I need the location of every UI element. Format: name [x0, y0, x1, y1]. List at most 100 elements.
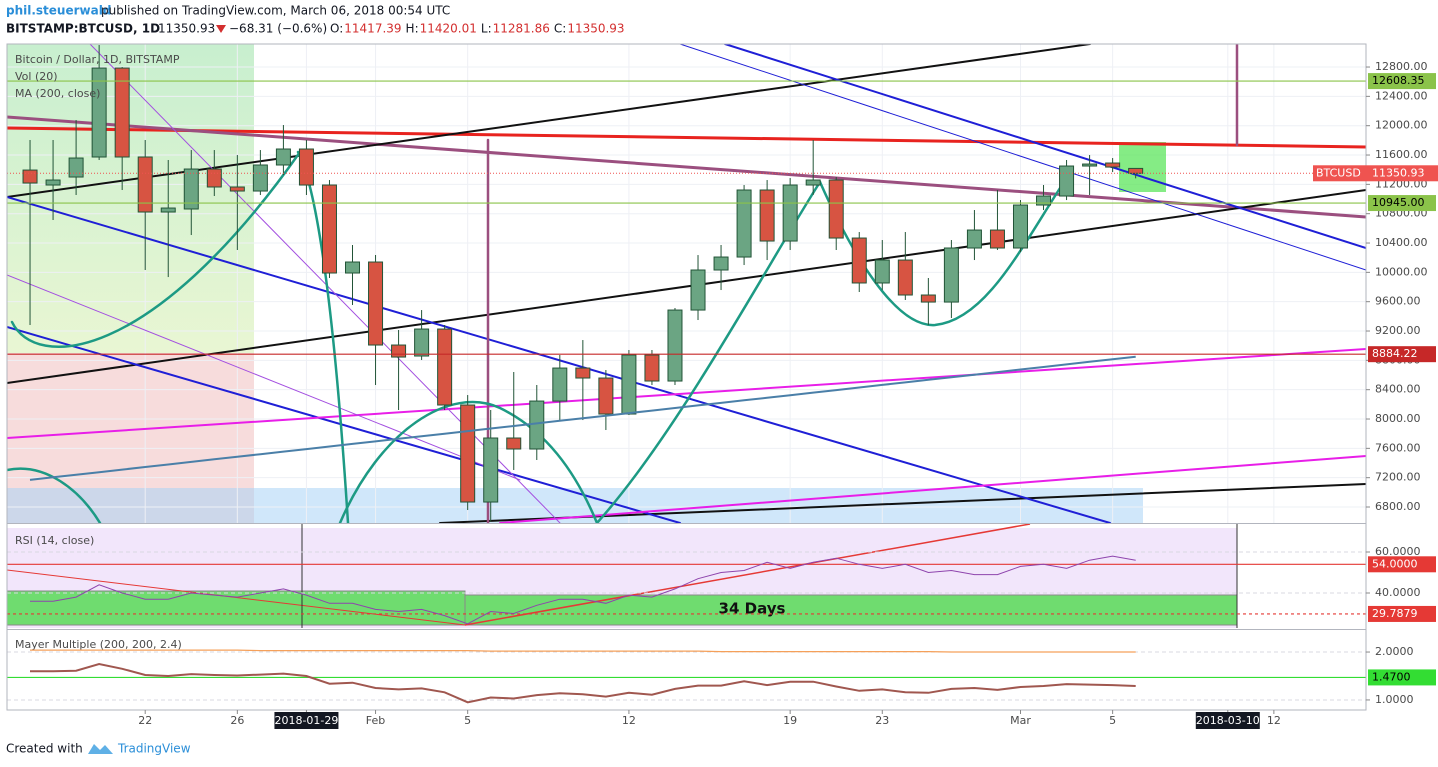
trend-line	[7, 326, 681, 523]
x-tick-label: 22	[138, 714, 152, 727]
candle-body	[114, 67, 130, 158]
x-tick-label: Feb	[366, 714, 385, 727]
ohlc-value: 11420.01	[420, 22, 477, 36]
drawings	[7, 44, 1366, 523]
candle-body	[874, 259, 890, 284]
candle-body	[368, 261, 384, 346]
logo	[88, 744, 113, 754]
y-tick-label: 40.0000	[1375, 586, 1421, 599]
ohlc-value: 11417.39	[344, 22, 401, 36]
last-price: 11350.93	[158, 22, 215, 36]
last-label-bg	[1313, 165, 1438, 182]
y-tick-label: 6800.00	[1375, 500, 1421, 513]
trend-line	[7, 274, 521, 481]
candle-body	[45, 179, 61, 186]
candle-body	[275, 148, 291, 166]
arc	[595, 180, 822, 523]
x-tick-label: 5	[1109, 714, 1116, 727]
level-label-bg	[1368, 669, 1436, 686]
candle-body	[506, 437, 522, 450]
candle-body	[851, 237, 867, 284]
level-label-bg	[1368, 605, 1436, 622]
author[interactable]: phil.steuerwald	[6, 4, 111, 18]
candle-body	[575, 367, 591, 379]
candle-body	[137, 156, 153, 213]
level-label-bg	[1368, 195, 1436, 212]
candle-body	[229, 186, 245, 192]
change: −68.31 (−0.6%)	[229, 22, 327, 36]
rsi-drawings	[7, 524, 1238, 628]
level-label-bg	[1368, 346, 1436, 363]
level-label: 1.4700	[1372, 670, 1411, 683]
candle-body	[966, 229, 982, 249]
trend-line	[7, 115, 1366, 219]
candle-body	[1128, 167, 1144, 174]
footer-brand[interactable]: TradingView	[117, 742, 191, 756]
candle-body	[943, 247, 959, 303]
footer-text: Created with	[6, 742, 83, 756]
trend-line	[464, 524, 1031, 626]
legend-title: Bitcoin / Dollar, 1D, BITSTAMP	[15, 53, 180, 66]
mayer-title: Mayer Multiple (200, 200, 2.4)	[15, 638, 182, 651]
arc	[338, 400, 599, 523]
candle-body	[690, 269, 706, 311]
level-label-bg	[1368, 556, 1436, 573]
y-tick-label: 12400.00	[1375, 89, 1428, 102]
x-tick-label: 2018-01-29	[274, 714, 338, 727]
candle-body	[183, 168, 199, 210]
x-tick-label: 12	[1267, 714, 1281, 727]
candle-body	[483, 437, 499, 503]
y-tick-label: 10400.00	[1375, 236, 1428, 249]
trend-line	[499, 455, 1366, 523]
candle-body	[1059, 165, 1075, 197]
y-tick-label: 10000.00	[1375, 265, 1428, 278]
candle-body	[345, 261, 361, 274]
level-label: 54.0000	[1372, 557, 1418, 570]
legend-vol: Vol (20)	[15, 70, 58, 83]
candle-body	[552, 367, 568, 402]
indicator-line	[30, 555, 1136, 625]
trend-line	[7, 569, 466, 626]
pane-marks	[7, 551, 1366, 704]
candle-body	[782, 184, 798, 242]
x-tick-label: 2018-03-10	[1196, 714, 1260, 727]
candle-body	[460, 404, 476, 503]
candle-body	[828, 179, 844, 239]
trend-line	[7, 189, 1366, 384]
candle-body	[598, 377, 614, 415]
candle-body	[160, 207, 176, 213]
y-tick-label: 8000.00	[1375, 412, 1421, 425]
candle-body	[644, 354, 660, 382]
last-value: 11350.93	[1372, 166, 1425, 179]
candle-body	[1012, 204, 1028, 249]
ma-line	[29, 355, 1136, 481]
trend-line	[7, 126, 1366, 149]
candle-body	[91, 67, 107, 158]
trend-line	[7, 196, 1111, 523]
rsi-zone	[464, 594, 1238, 626]
arc	[10, 150, 302, 348]
y-tick-label: 7600.00	[1375, 441, 1421, 454]
ohlc: O: 11417.39 H: 11420.01 L: 11281.86 C: 11350.93	[330, 22, 625, 36]
candle-body	[252, 164, 268, 192]
candle-body	[759, 189, 775, 242]
price-pane	[7, 44, 1366, 523]
candle-body	[989, 229, 1005, 249]
candle-body	[713, 256, 729, 271]
candle-body	[1082, 163, 1098, 167]
x-tick-box	[274, 712, 339, 729]
y-tick-label: 12800.00	[1375, 60, 1428, 73]
x-tick-label: 12	[622, 714, 636, 727]
ohlc-label: L:	[481, 22, 492, 36]
ohlc-label: C:	[554, 22, 566, 36]
x-tick-label: 26	[230, 714, 244, 727]
level-label: 8884.22	[1372, 347, 1418, 360]
y-tick-label: 9200.00	[1375, 324, 1421, 337]
ohlc-label: O:	[330, 22, 343, 36]
candle-body	[667, 309, 683, 382]
y-tick-label: 60.0000	[1375, 545, 1421, 558]
arc	[7, 467, 102, 523]
candle-body	[298, 148, 314, 186]
candle-body	[206, 168, 222, 188]
